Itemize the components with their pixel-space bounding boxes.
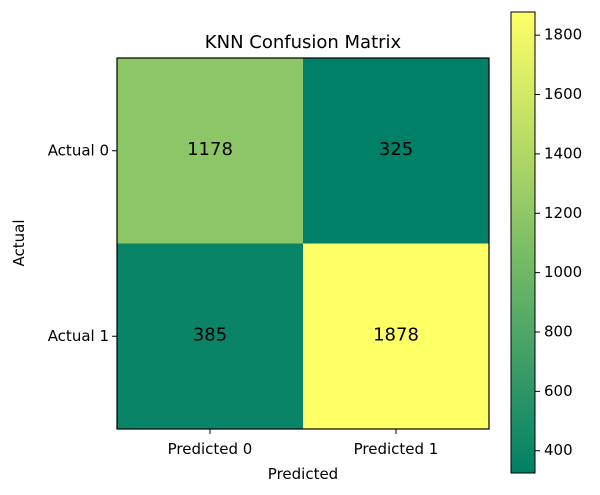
colorbar-tick-label-3: 1000 xyxy=(544,263,582,281)
x-axis-label: Predicted xyxy=(268,465,338,483)
y-tick-label-0: Actual 0 xyxy=(48,141,109,159)
colorbar-tick-label-5: 1400 xyxy=(544,144,582,162)
x-tick-label-1: Predicted 1 xyxy=(354,440,439,458)
cell-value-r1-c0: 385 xyxy=(193,324,227,345)
heatmap-cell-r0-c0 xyxy=(117,58,303,244)
colorbar-tick-label-0: 400 xyxy=(544,441,573,459)
y-axis-label: Actual xyxy=(10,220,28,267)
y-tick-label-1: Actual 1 xyxy=(48,327,109,345)
heatmap-cells xyxy=(117,58,489,429)
heatmap-cell-r0-c1 xyxy=(303,58,489,244)
x-axis-ticks: Predicted 0 Predicted 1 xyxy=(168,429,439,458)
colorbar xyxy=(510,11,536,474)
colorbar-tick-label-2: 800 xyxy=(544,322,573,340)
x-tick-label-0: Predicted 0 xyxy=(168,440,253,458)
colorbar-tick-label-4: 1200 xyxy=(544,204,582,222)
heatmap-cell-r1-c1 xyxy=(303,243,489,429)
cell-value-r0-c0: 1178 xyxy=(187,139,233,160)
colorbar-tick-label-6: 1600 xyxy=(544,85,582,103)
colorbar-tick-label-7: 1800 xyxy=(544,26,582,44)
heatmap-cell-r1-c0 xyxy=(117,243,303,429)
chart-title: KNN Confusion Matrix xyxy=(205,32,402,53)
y-axis-ticks: Actual 0 Actual 1 xyxy=(48,141,117,345)
colorbar-ticks: 400 600 800 1000 1200 1400 1600 1800 xyxy=(535,26,582,459)
colorbar-tick-label-1: 600 xyxy=(544,382,573,400)
cell-value-r0-c1: 325 xyxy=(379,139,413,160)
cell-value-r1-c1: 1878 xyxy=(373,324,419,345)
cell-value-labels: 1178 325 385 1878 xyxy=(187,139,419,346)
plot-frame xyxy=(116,57,490,430)
